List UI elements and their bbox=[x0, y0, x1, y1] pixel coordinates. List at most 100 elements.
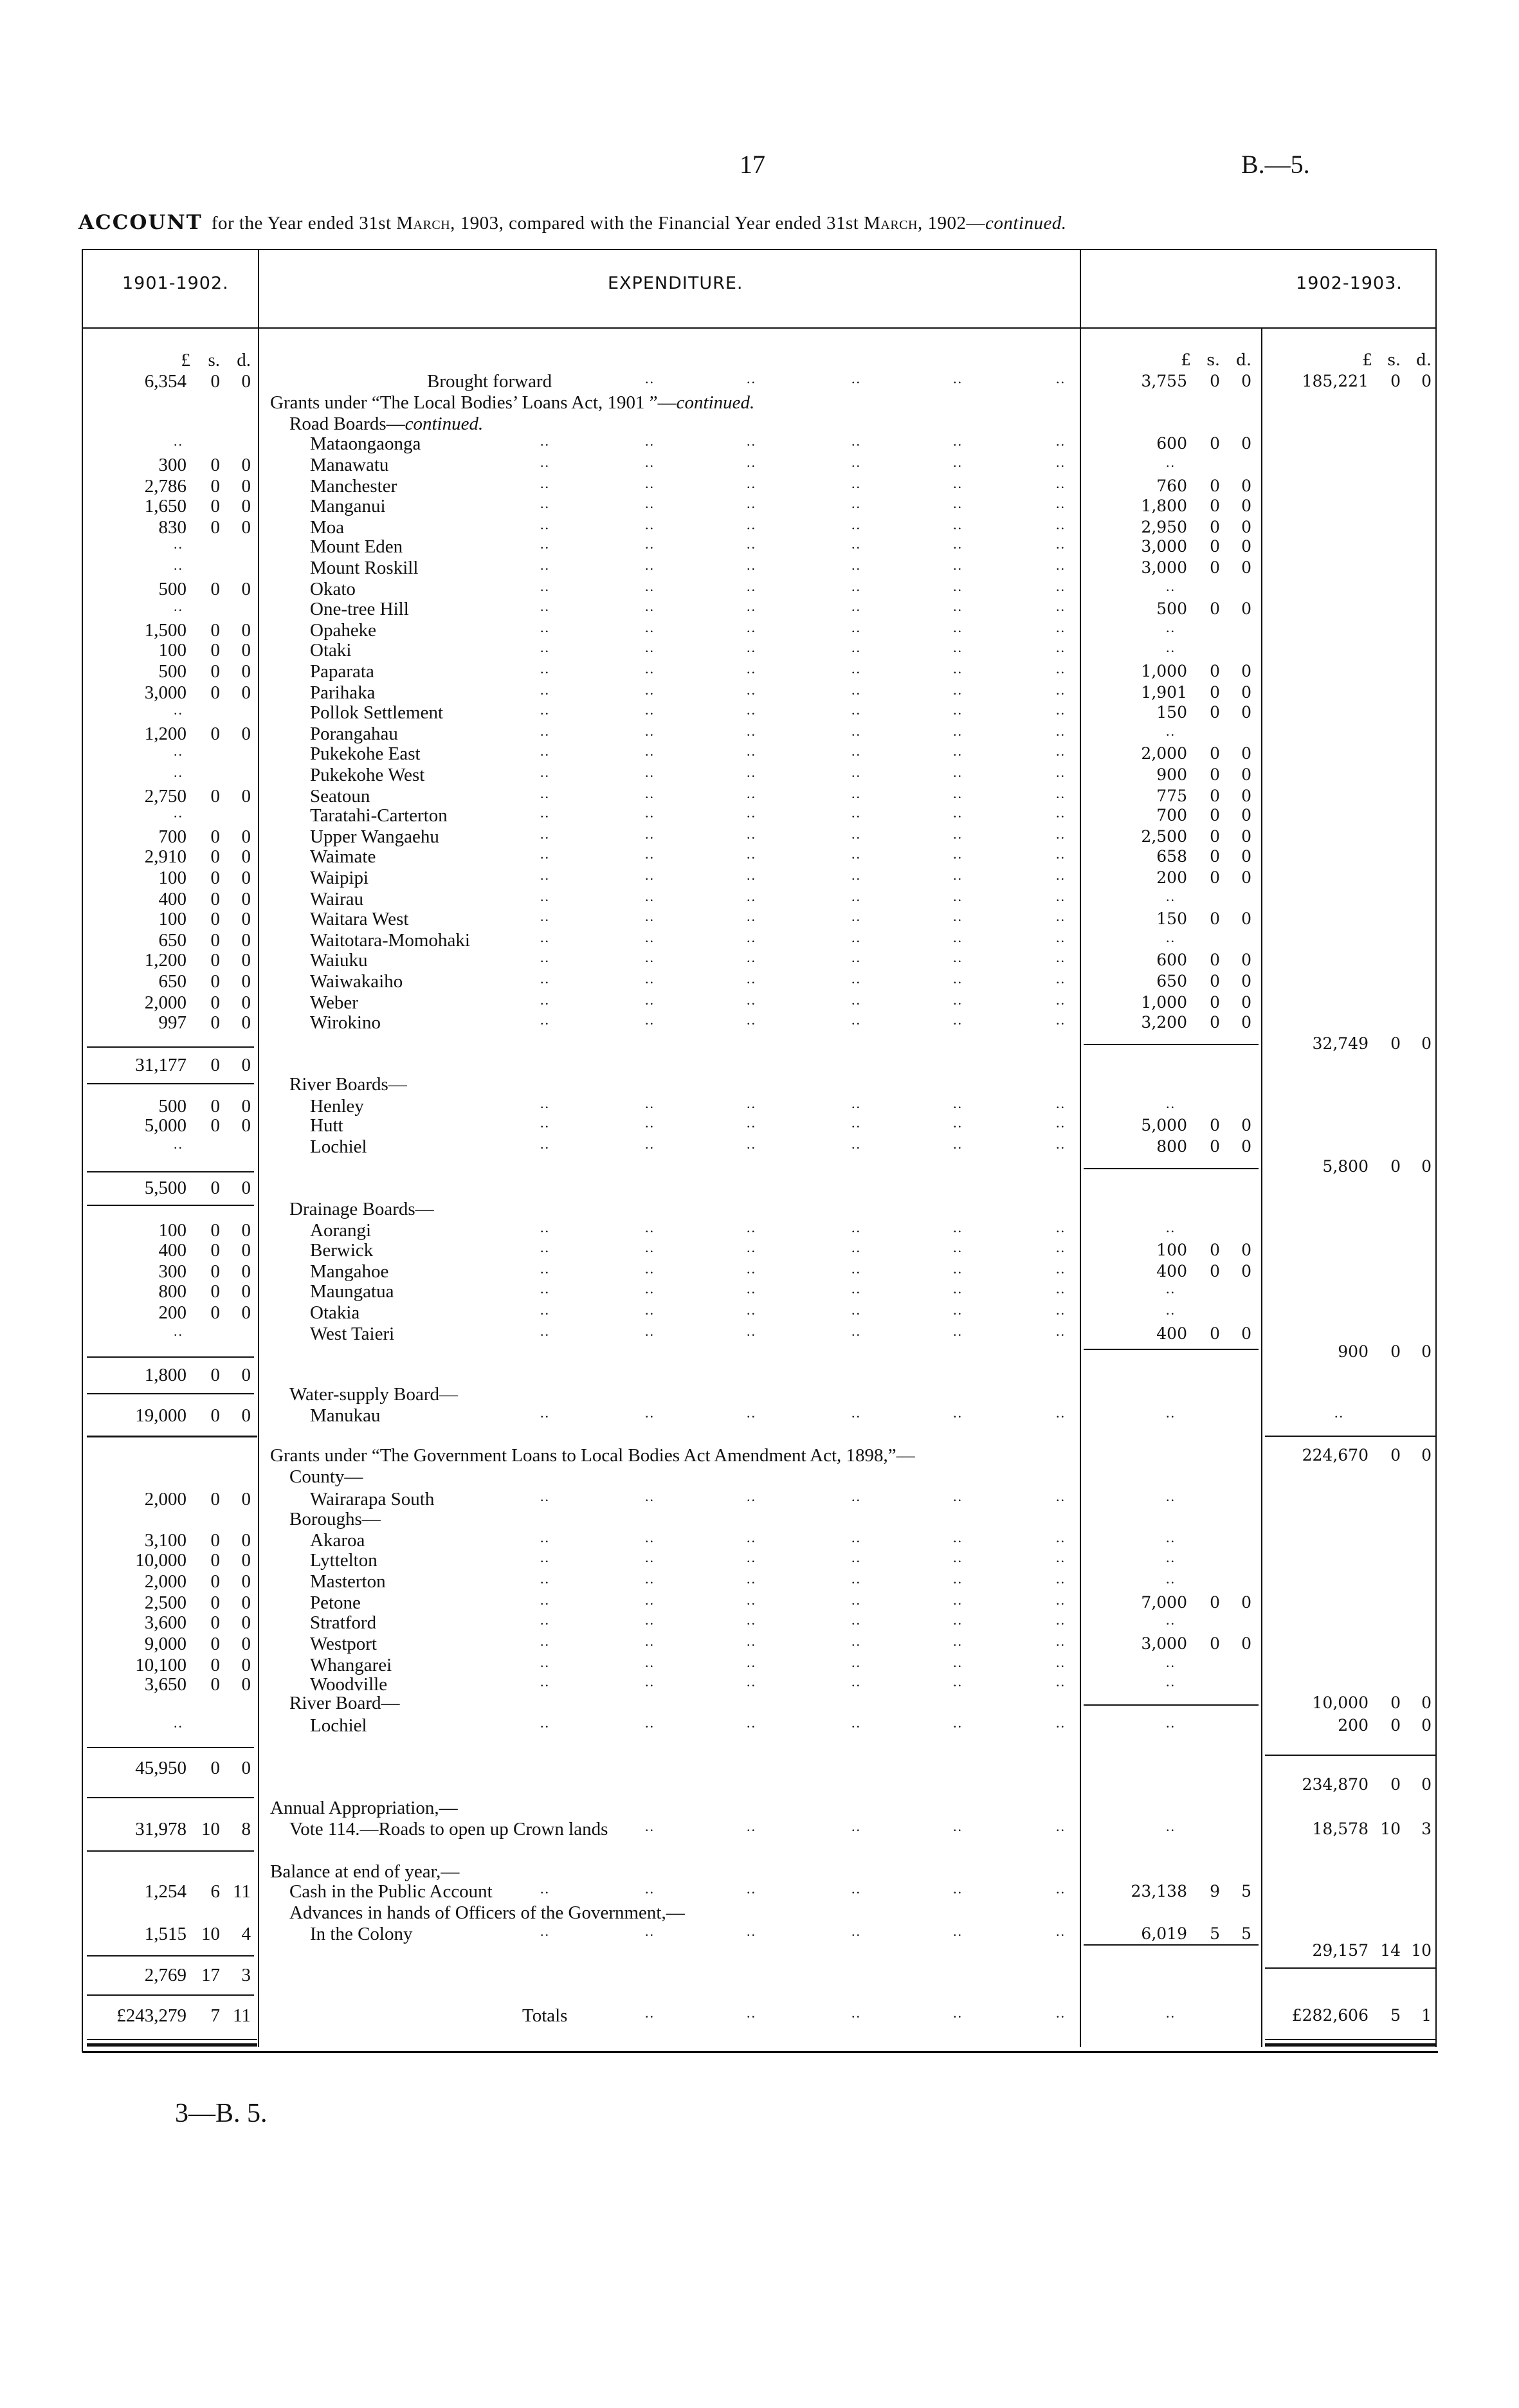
amount-1901-1902-pence: 0 bbox=[241, 971, 251, 992]
amount-1901-1902-pence: 8 bbox=[241, 1818, 251, 1839]
dot-leader: .. bbox=[851, 722, 861, 739]
row-label-text: Mount Eden bbox=[310, 536, 403, 558]
dot-leader: .. bbox=[747, 701, 756, 718]
table-row: Whangarei 10,100 0 0.............. bbox=[0, 1654, 1519, 1675]
table-row: Berwick 400 0 0 100 0 0............ bbox=[0, 1239, 1519, 1261]
dot-leader: .. bbox=[540, 701, 550, 718]
amount-1901-1902-shillings: 0 bbox=[210, 682, 221, 704]
dot-leader: .. bbox=[851, 370, 861, 387]
column-divider bbox=[1261, 327, 1262, 2047]
dot-leader: .. bbox=[851, 826, 861, 843]
dot-leader: .. bbox=[747, 495, 756, 511]
amount-1901-1902-pence: 0 bbox=[241, 1758, 251, 1779]
dot-leader: .. bbox=[747, 1219, 756, 1236]
dot-leader: .. bbox=[953, 578, 963, 595]
amount-1902-1903-detail-pence: 5 bbox=[1241, 1881, 1251, 1901]
amount-1902-1903-total-pence: 0 bbox=[1421, 1693, 1432, 1712]
row-label: Waitara West bbox=[310, 909, 408, 929]
amount-1902-1903-detail-shillings: 0 bbox=[1210, 517, 1220, 536]
dot-leader: .. bbox=[747, 1136, 756, 1153]
amount-1901-1902-shillings: 0 bbox=[210, 1758, 221, 1779]
row-label-text: Mount Roskill bbox=[310, 558, 419, 579]
amount-1902-1903-detail-nil: .. bbox=[1166, 1280, 1176, 1297]
amount-1902-1903-detail-pounds: 1,000 bbox=[1141, 992, 1187, 1012]
row-label-text: Paparata bbox=[310, 661, 374, 682]
subtotal-row: 234,870 0 0 bbox=[0, 1774, 1519, 1795]
amount-1901-1902-pence: 0 bbox=[241, 1281, 251, 1302]
dot-leader: .. bbox=[1056, 908, 1066, 924]
row-label: County— bbox=[289, 1466, 363, 1487]
dot-leader: .. bbox=[953, 1632, 963, 1649]
dot-leader: .. bbox=[747, 1632, 756, 1649]
ruling-line bbox=[1084, 1944, 1259, 1946]
dot-leader: .. bbox=[953, 826, 963, 843]
amount-1901-1902-pence: 0 bbox=[241, 1674, 251, 1695]
ruling-line bbox=[87, 1356, 254, 1358]
dot-leader: .. bbox=[851, 1591, 861, 1608]
amount-1902-1903-detail-pence: 0 bbox=[1241, 702, 1251, 722]
dot-leader: .. bbox=[1056, 949, 1066, 965]
dot-leader: .. bbox=[747, 1280, 756, 1297]
dot-leader: .. bbox=[1056, 1219, 1066, 1236]
amount-1901-1902-pence: 0 bbox=[241, 930, 251, 951]
table-right-border bbox=[1435, 249, 1437, 2047]
ruling-line bbox=[1084, 1168, 1259, 1170]
amount-1902-1903-total-shillings: 0 bbox=[1390, 1716, 1401, 1735]
amount-1902-1903-detail-pence: 0 bbox=[1241, 683, 1251, 702]
dot-leader: .. bbox=[540, 619, 550, 636]
subtotal-row: 900 0 0 bbox=[0, 1342, 1519, 1362]
amount-1902-1903-detail-pounds: 400 bbox=[1156, 1261, 1187, 1281]
dot-leader: .. bbox=[747, 805, 756, 821]
amount-1902-1903-total-pounds: £282,606 bbox=[1291, 2006, 1369, 2025]
amount-1901-1902-pence: 0 bbox=[241, 1302, 251, 1323]
amount-1901-1902-shillings: 0 bbox=[210, 454, 221, 475]
amount-1901-1902-pounds: 1,800 bbox=[144, 1364, 186, 1385]
table-row: Akaroa 3,100 0 0.............. bbox=[0, 1529, 1519, 1551]
dot-leader: .. bbox=[1056, 1674, 1066, 1690]
row-label-text: Balance at end of year,— bbox=[270, 1861, 460, 1882]
amount-1901-1902-pounds: 6,354 bbox=[144, 370, 186, 392]
amount-1902-1903-detail-pounds: 200 bbox=[1156, 868, 1187, 888]
dot-leader: .. bbox=[851, 1239, 861, 1255]
row-label: Drainage Boards— bbox=[289, 1199, 434, 1219]
table-row: Pukekohe West.. 900 0 0............ bbox=[0, 764, 1519, 785]
row-label-text: County— bbox=[289, 1466, 363, 1487]
dot-leader: .. bbox=[645, 1591, 655, 1608]
dot-leader: .. bbox=[851, 1322, 861, 1339]
pounds-heading: £ bbox=[181, 349, 191, 370]
dot-leader: .. bbox=[747, 453, 756, 470]
amount-1901-1902-nil: .. bbox=[174, 742, 183, 759]
dot-leader: .. bbox=[1056, 598, 1066, 615]
amount-1902-1903-detail-pounds: 760 bbox=[1156, 476, 1187, 495]
amount-1901-1902-pounds: 830 bbox=[158, 516, 187, 538]
dot-leader: .. bbox=[747, 991, 756, 1008]
table-row: Upper Wangaehu 700 0 0 2,500 0 0............ bbox=[0, 826, 1519, 847]
amount-1902-1903-total-nil: .. bbox=[1334, 1405, 1344, 1421]
dot-leader: .. bbox=[540, 1715, 550, 1731]
dot-leader: .. bbox=[645, 1405, 655, 1421]
amount-1902-1903-detail-pence: 0 bbox=[1241, 599, 1251, 619]
dot-leader: .. bbox=[540, 1239, 550, 1255]
dot-leader: .. bbox=[540, 495, 550, 511]
table-row: Stratford 3,600 0 0.............. bbox=[0, 1612, 1519, 1633]
amount-1902-1903-detail-nil: .. bbox=[1166, 1715, 1176, 1731]
amount-1902-1903-detail-nil: .. bbox=[1166, 1654, 1176, 1670]
amount-1901-1902-pounds: 200 bbox=[158, 1302, 187, 1323]
dot-leader: .. bbox=[851, 1488, 861, 1505]
dot-leader: .. bbox=[851, 578, 861, 595]
amount-1902-1903-total-pence: 0 bbox=[1421, 371, 1432, 390]
row-label-text: Drainage Boards— bbox=[289, 1199, 434, 1220]
dot-leader: .. bbox=[1056, 2005, 1066, 2021]
table-row: Masterton 2,000 0 0.............. bbox=[0, 1571, 1519, 1592]
dot-leader: .. bbox=[1056, 846, 1066, 862]
dot-leader: .. bbox=[953, 1011, 963, 1028]
row-label-text: Totals bbox=[522, 2005, 568, 2027]
column-header-expenditure: EXPENDITURE. bbox=[608, 273, 743, 293]
amount-1901-1902-shillings: 0 bbox=[210, 868, 221, 889]
amount-1901-1902-pence: 0 bbox=[241, 1054, 251, 1075]
dot-leader: .. bbox=[953, 1715, 963, 1731]
row-label-text: Moa bbox=[310, 516, 345, 538]
row-label: Weber bbox=[310, 992, 358, 1013]
amount-1901-1902-pounds: 800 bbox=[158, 1281, 187, 1302]
amount-1901-1902-pence: 0 bbox=[241, 1571, 251, 1592]
